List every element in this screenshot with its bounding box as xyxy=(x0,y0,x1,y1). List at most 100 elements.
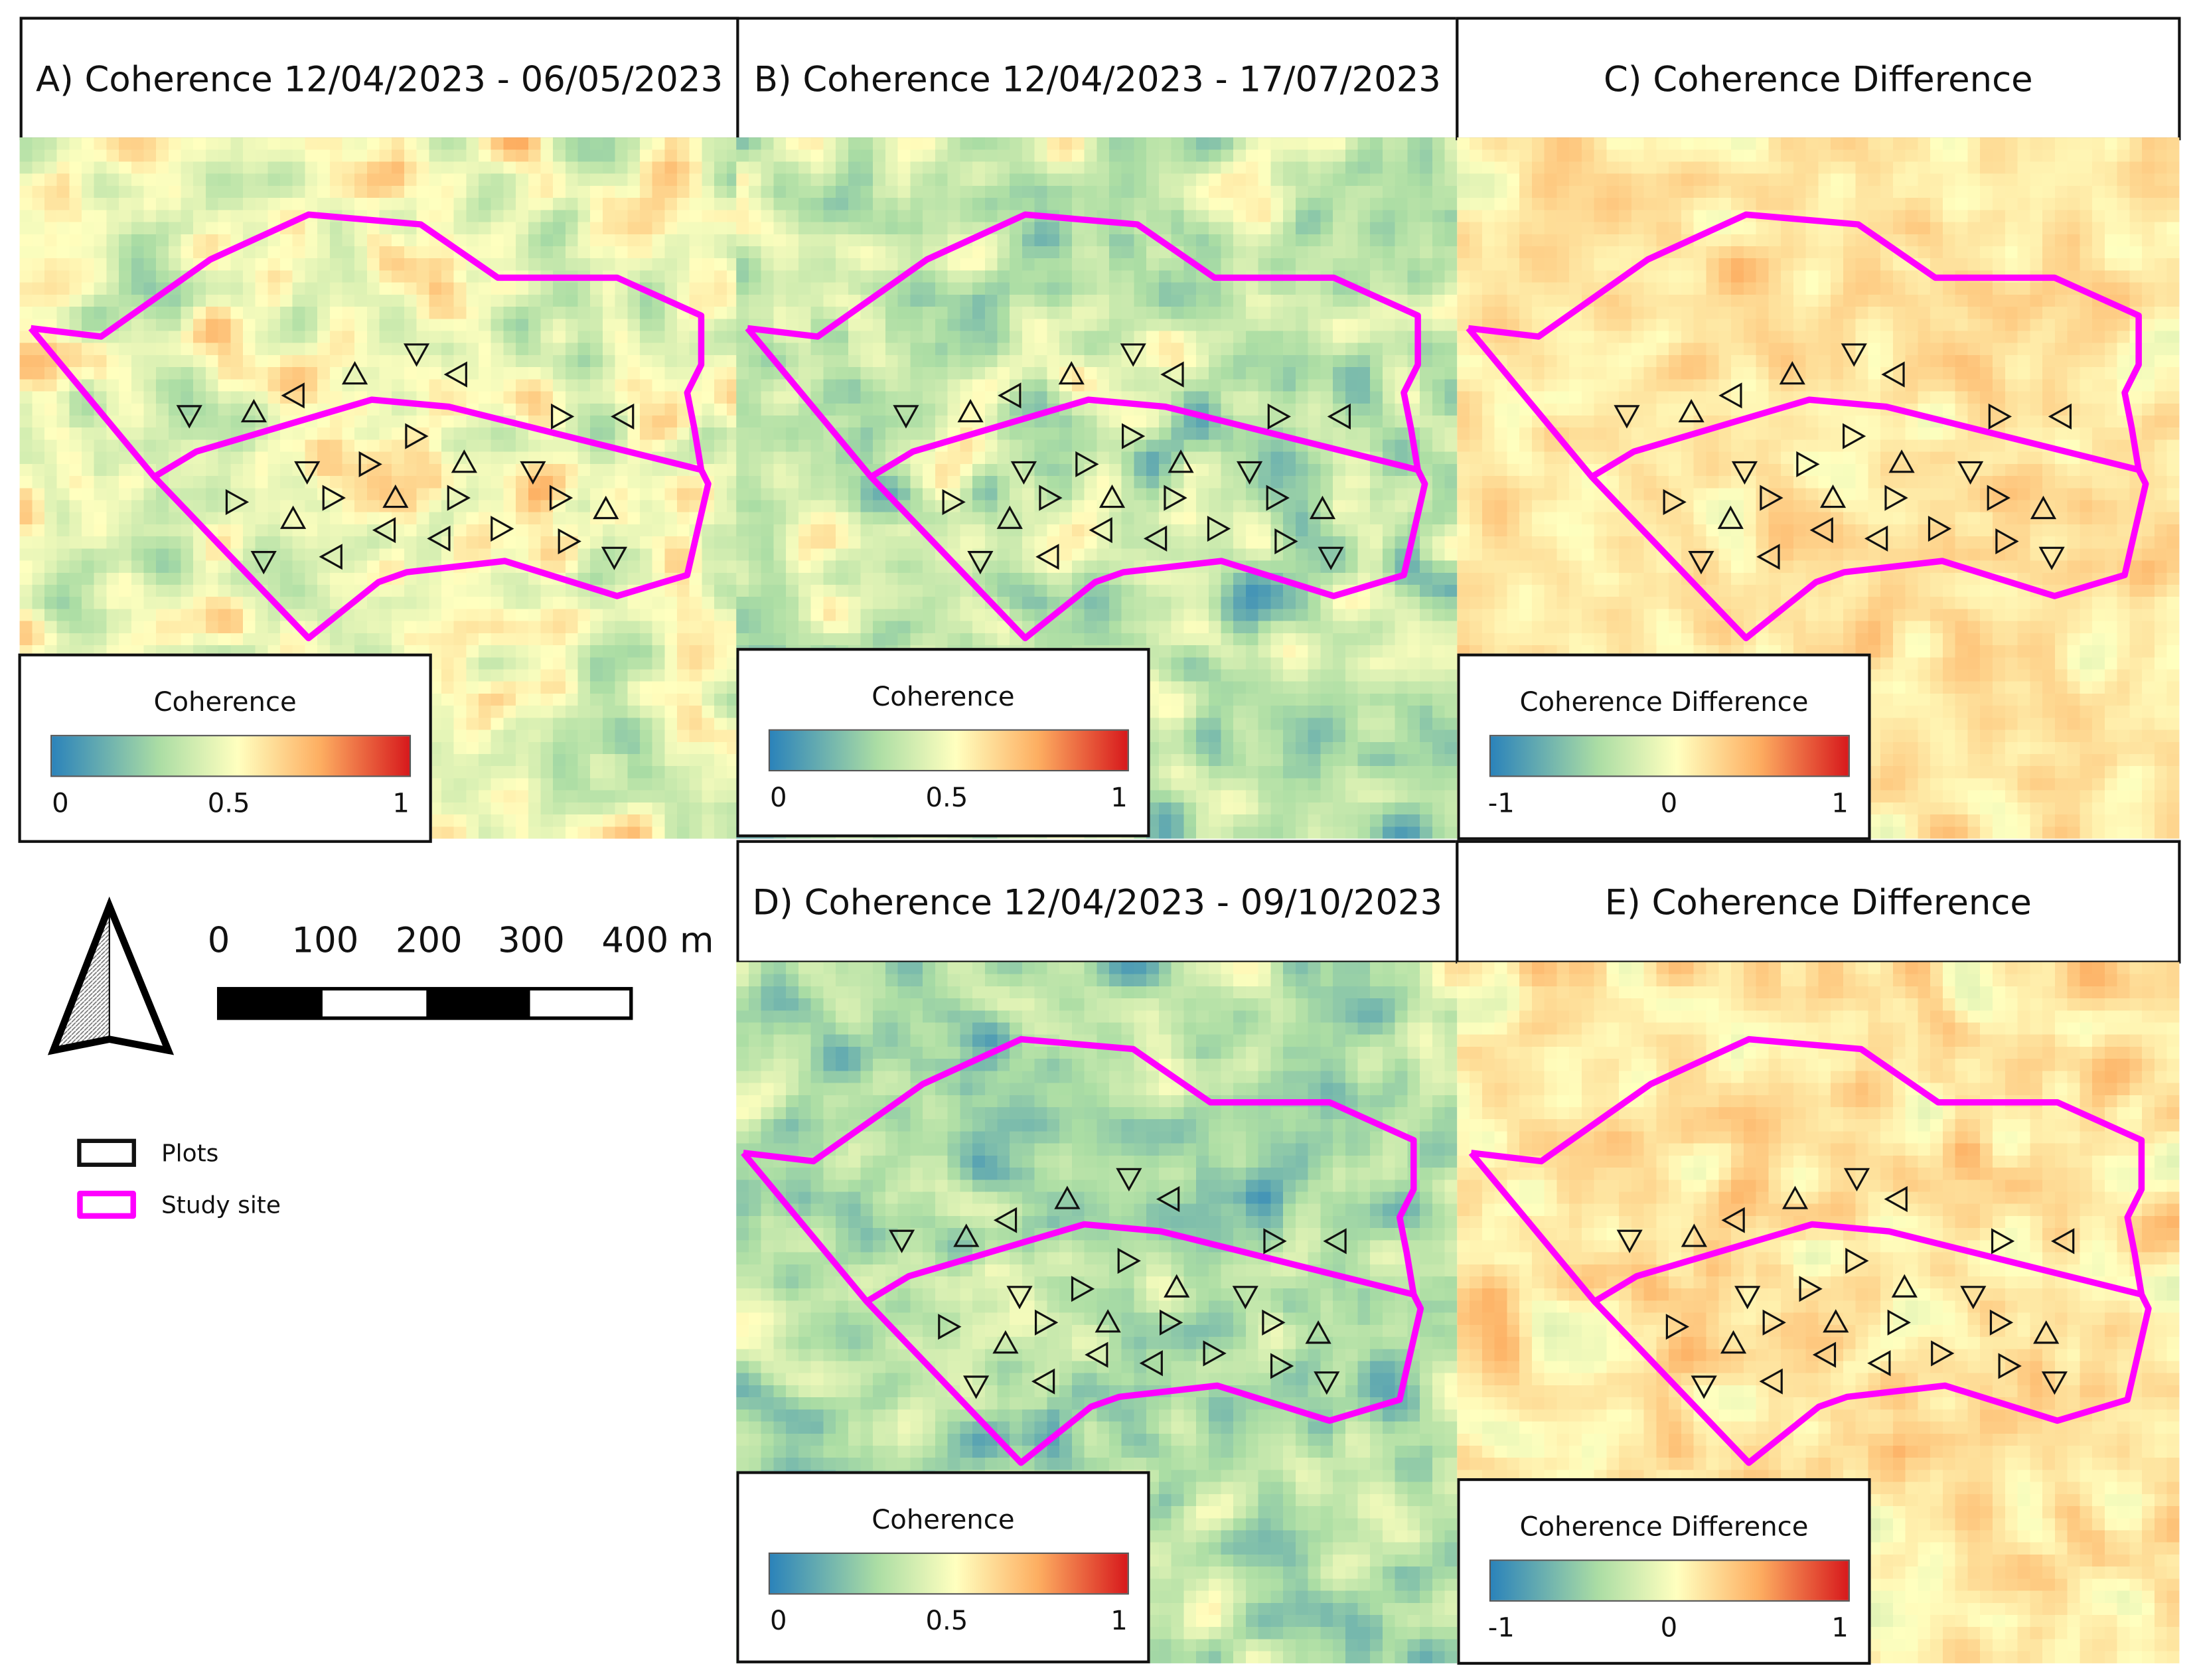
scale-label-400: 400 m xyxy=(601,920,714,961)
study-site-outline xyxy=(741,1035,1424,1466)
plot-marker xyxy=(1156,1185,1180,1213)
plot-marker xyxy=(443,361,467,388)
tick-max: 1 xyxy=(1110,1606,1128,1637)
plots-label: Plots xyxy=(161,1140,219,1169)
plot-marker xyxy=(1688,551,1714,575)
plot-marker xyxy=(1991,1228,2015,1255)
plot-marker xyxy=(1010,461,1037,485)
color-ramp xyxy=(768,1552,1129,1595)
tick-min: 0 xyxy=(769,1606,787,1637)
plots-swatch xyxy=(77,1138,136,1167)
plot-marker xyxy=(996,505,1023,529)
scale-label-200: 200 xyxy=(395,920,463,961)
plot-marker xyxy=(1207,515,1231,542)
plot-marker xyxy=(491,515,514,542)
plot-marker xyxy=(938,1314,962,1340)
plot-marker xyxy=(953,1223,980,1247)
legend-title: Coherence xyxy=(872,1505,1015,1536)
plot-marker xyxy=(1988,403,2012,430)
study-site-divider xyxy=(869,396,1419,480)
plot-marker xyxy=(1888,449,1915,473)
study-site-divider xyxy=(1590,396,2140,480)
plot-marker xyxy=(1760,485,1783,511)
plot-marker xyxy=(1327,403,1351,430)
plot-marker xyxy=(1867,1350,1891,1377)
scale-bar xyxy=(216,986,633,1020)
plot-marker xyxy=(1160,361,1184,388)
panel-c-title: C) Coherence Difference xyxy=(1456,17,2181,141)
plot-marker xyxy=(1031,1368,1055,1395)
plot-marker xyxy=(294,461,321,485)
plot-marker xyxy=(601,546,628,570)
tick-min: -1 xyxy=(1487,1612,1515,1644)
plot-marker xyxy=(1160,1309,1183,1336)
plot-marker xyxy=(322,485,346,511)
tick-mid: 0.5 xyxy=(207,788,250,819)
plot-marker xyxy=(1168,449,1194,473)
plot-marker xyxy=(2038,546,2065,570)
plot-marker xyxy=(1309,495,1336,520)
plot-marker xyxy=(403,343,430,367)
study-site-divider xyxy=(865,1221,1414,1304)
plot-marker xyxy=(1085,1341,1108,1368)
panel-c-legend: Coherence Difference -1 0 1 xyxy=(1457,653,1871,840)
plot-marker xyxy=(1779,360,1805,385)
plot-marker xyxy=(1089,517,1112,544)
plot-marker xyxy=(250,551,277,575)
plot-marker xyxy=(1717,505,1744,529)
plot-marker xyxy=(1864,525,1888,552)
plot-marker xyxy=(1812,1341,1837,1368)
plot-marker xyxy=(992,1330,1019,1354)
plot-marker xyxy=(1071,1276,1095,1302)
plot-marker xyxy=(1116,1168,1142,1191)
study-site-outline xyxy=(745,211,1428,642)
plot-marker xyxy=(1054,1185,1081,1209)
scale-label-0: 0 xyxy=(207,920,230,961)
plot-marker xyxy=(1678,399,1705,423)
plot-marker xyxy=(1075,451,1099,477)
plot-marker xyxy=(319,544,342,570)
tick-min: 0 xyxy=(769,782,787,814)
plot-marker xyxy=(1718,382,1742,409)
north-arrow-icon xyxy=(47,896,175,1055)
plot-marker xyxy=(1756,544,1780,570)
tick-max: 1 xyxy=(392,788,410,819)
plot-marker xyxy=(2033,1320,2060,1344)
tick-mid: 0.5 xyxy=(925,782,968,814)
panel-e-title: E) Coherence Difference xyxy=(1456,840,2181,964)
plot-marker xyxy=(1884,485,1908,511)
plot-marker xyxy=(1143,525,1168,552)
plot-marker xyxy=(1819,484,1847,508)
legend-title: Coherence xyxy=(153,687,297,718)
color-ramp xyxy=(1489,1559,1850,1602)
study-site-divider xyxy=(1592,1221,2143,1304)
plot-marker xyxy=(1731,461,1758,485)
tick-mid: 0 xyxy=(1660,788,1678,819)
plot-marker xyxy=(1117,1247,1141,1274)
panel-d-legend: Coherence 0 0.5 1 xyxy=(736,1471,1150,1663)
plot-marker xyxy=(279,505,307,529)
plot-marker xyxy=(281,382,305,409)
plot-marker xyxy=(176,405,202,429)
plot-marker xyxy=(551,403,575,430)
plot-marker xyxy=(1270,1353,1294,1379)
plot-marker xyxy=(1139,1350,1163,1377)
plot-marker xyxy=(1809,517,1833,544)
tick-max: 1 xyxy=(1831,788,1849,819)
scale-label-300: 300 xyxy=(498,920,565,961)
plot-marker xyxy=(1989,1309,2014,1336)
plot-marker xyxy=(405,423,429,449)
tick-mid: 0 xyxy=(1660,1612,1678,1644)
plot-marker xyxy=(1960,1286,1987,1310)
plot-marker xyxy=(1843,423,1866,449)
plot-marker xyxy=(962,1375,990,1399)
panel-a-title: A) Coherence 12/04/2023 - 06/05/2023 xyxy=(19,17,739,141)
plot-marker xyxy=(993,1207,1018,1233)
plot-marker xyxy=(341,360,368,385)
plot-marker xyxy=(893,405,919,429)
plot-marker xyxy=(1887,1309,1911,1336)
plot-marker xyxy=(611,403,635,430)
plot-marker xyxy=(1681,1223,1707,1247)
plot-marker xyxy=(1720,1330,1747,1354)
